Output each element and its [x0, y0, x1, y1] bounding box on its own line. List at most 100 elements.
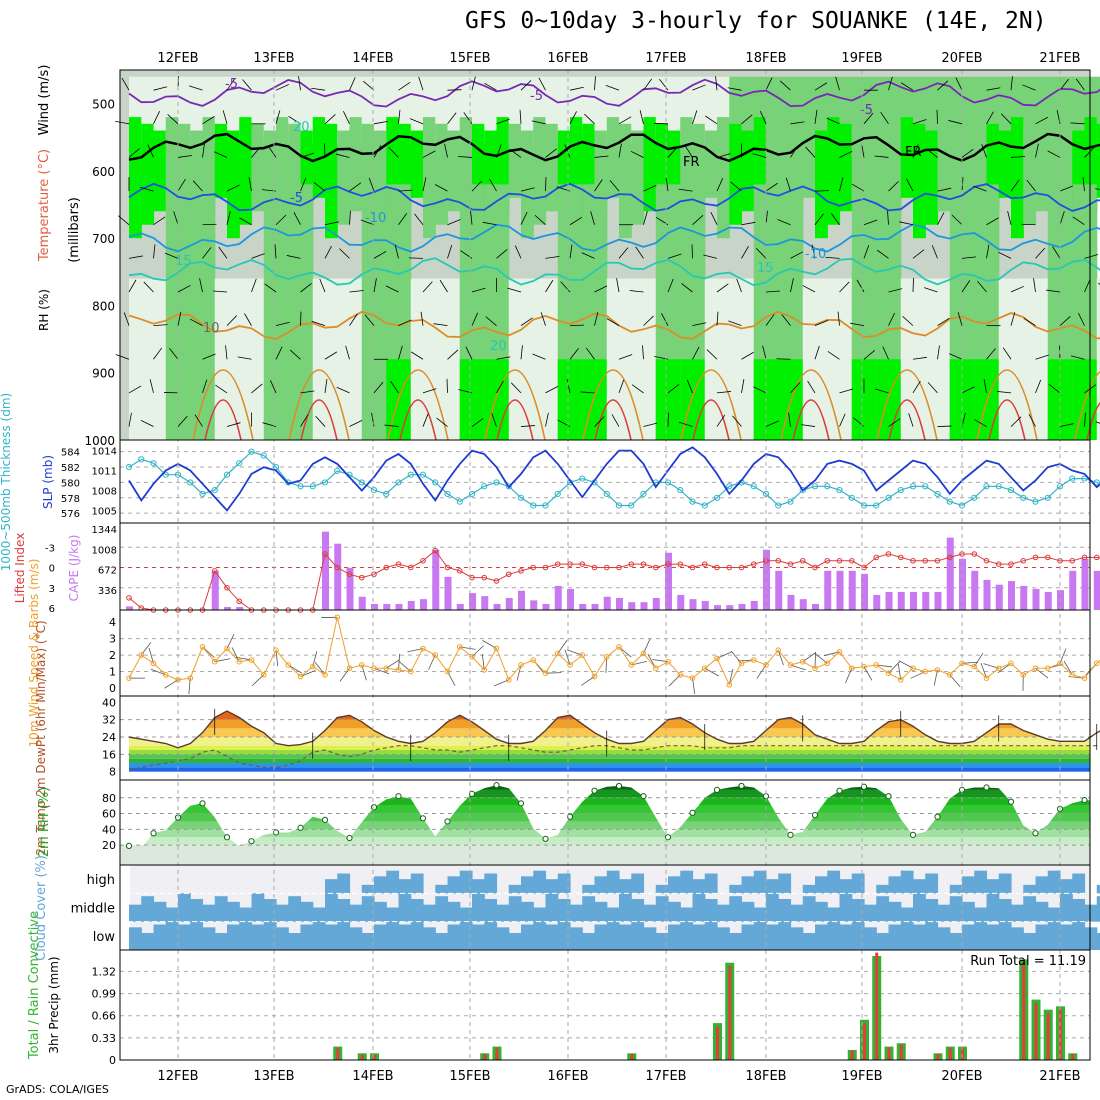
- cape-bar: [983, 579, 991, 610]
- contour-label: 15: [757, 261, 774, 276]
- lifted-index-point: [407, 564, 414, 571]
- cloud-cell: [190, 921, 204, 950]
- wind-barb: [594, 285, 608, 293]
- wind-barb: [827, 351, 840, 360]
- thickness-line: [128, 451, 1100, 507]
- cloud-cell: [484, 873, 498, 894]
- wind-barb: [715, 76, 718, 91]
- wind-barb: [811, 244, 816, 259]
- cloud-cell: [986, 924, 1000, 950]
- cloud-cell: [962, 924, 975, 950]
- wind-barb: [385, 285, 399, 293]
- cloud-row-label: low: [93, 930, 116, 945]
- wind-barb: [830, 213, 840, 225]
- wind-barb: [447, 349, 459, 360]
- thickness-point: [493, 479, 500, 486]
- rh-cell: [717, 117, 730, 239]
- wind-barb: [1007, 211, 1012, 225]
- cape-bar: [750, 600, 758, 610]
- wind-barb: [545, 148, 557, 158]
- wind-barb: [496, 144, 502, 158]
- lifted-index-point: [481, 574, 488, 581]
- thickness-point: [138, 456, 145, 463]
- lifted-index-point: [420, 557, 426, 564]
- temp-band: [120, 702, 1090, 711]
- cloud-cell: [496, 927, 510, 950]
- wind-speed-point: [689, 675, 696, 681]
- wind-barb: [716, 153, 731, 158]
- wind-barb: [373, 251, 387, 259]
- rh-tick-label: 40: [102, 823, 116, 836]
- rh2m-axis-title: 2m RH (%): [37, 787, 52, 858]
- rh-cell: [227, 278, 240, 440]
- rh-cell: [153, 278, 167, 440]
- wind-barb: [496, 356, 511, 360]
- wind-barb: [115, 120, 130, 125]
- wind-barb: [661, 313, 669, 326]
- wind-barb: [594, 416, 605, 427]
- cape-bar: [1081, 558, 1089, 610]
- rh-cell: [925, 130, 939, 225]
- cloud-cell: [753, 921, 767, 950]
- lifted-index-point: [432, 547, 439, 554]
- rh-cell: [227, 130, 240, 239]
- cloud-cell: [631, 921, 645, 950]
- wind-barb: [931, 245, 938, 259]
- rh-cell: [251, 123, 265, 212]
- thickness-point: [1020, 494, 1027, 501]
- wind-barb: [169, 347, 179, 360]
- rh-cell: [827, 117, 841, 225]
- wind-barb: [716, 178, 724, 192]
- cloud-cell: [631, 899, 645, 922]
- lifted-index-point: [873, 554, 880, 561]
- wind-barb: [937, 345, 940, 360]
- cloud-axis-title: Cloud Cover (%): [34, 855, 49, 961]
- wind-barb: [520, 425, 535, 427]
- rh-cell: [851, 130, 865, 198]
- wind-barb: [1084, 147, 1095, 158]
- rh-cell: [1035, 76, 1049, 144]
- hot-contour: [399, 399, 437, 441]
- cloud-cell: [643, 927, 657, 950]
- wind-barb: [887, 210, 889, 225]
- lifted-index-point: [444, 564, 451, 571]
- thickness-axis-title: 1000~500mb Thickness (dm): [0, 393, 13, 571]
- wind-barb: [274, 244, 277, 259]
- cloud-cell: [129, 904, 142, 922]
- rh-cell: [545, 123, 559, 212]
- cloud-cell: [741, 876, 755, 894]
- wind-barb: [434, 184, 448, 192]
- rh-cell: [998, 278, 1012, 440]
- contour-label: -5: [290, 191, 303, 206]
- wind-barb: [643, 315, 654, 326]
- rh-cell: [606, 117, 620, 198]
- cloud-cell: [165, 907, 179, 922]
- rh-cell: [753, 359, 767, 440]
- wind-barb: [364, 314, 375, 326]
- cloud-cell: [459, 907, 473, 922]
- lifted-index-point: [346, 571, 353, 578]
- wind-barb: [128, 412, 132, 427]
- wind10m-axis-title: 10m Wind Speed & Barbs (m/s): [27, 559, 41, 748]
- wind-barb: [349, 77, 356, 91]
- slp-line: [128, 446, 1100, 512]
- lifted-index-point: [689, 564, 696, 571]
- wind-barb: [147, 144, 154, 158]
- wind-barb: [509, 148, 522, 158]
- wind-barb: [876, 249, 889, 259]
- wind-barb: [485, 316, 497, 326]
- wind-barb: [762, 345, 767, 360]
- cloud-cell: [337, 921, 351, 950]
- lifted-index-point: [910, 557, 916, 564]
- rh-fill: [129, 785, 1090, 846]
- dewpoint-line: [128, 745, 1100, 771]
- cloud-cell: [472, 924, 485, 950]
- rh-point: [419, 815, 427, 822]
- wind-barb: [618, 143, 622, 158]
- wind-barb: [888, 181, 899, 192]
- rh-cell: [851, 359, 865, 440]
- wind-barb: [439, 279, 448, 293]
- cloud-cell: [1060, 924, 1073, 950]
- thickness-point: [934, 490, 941, 498]
- wind-barb: [545, 279, 554, 293]
